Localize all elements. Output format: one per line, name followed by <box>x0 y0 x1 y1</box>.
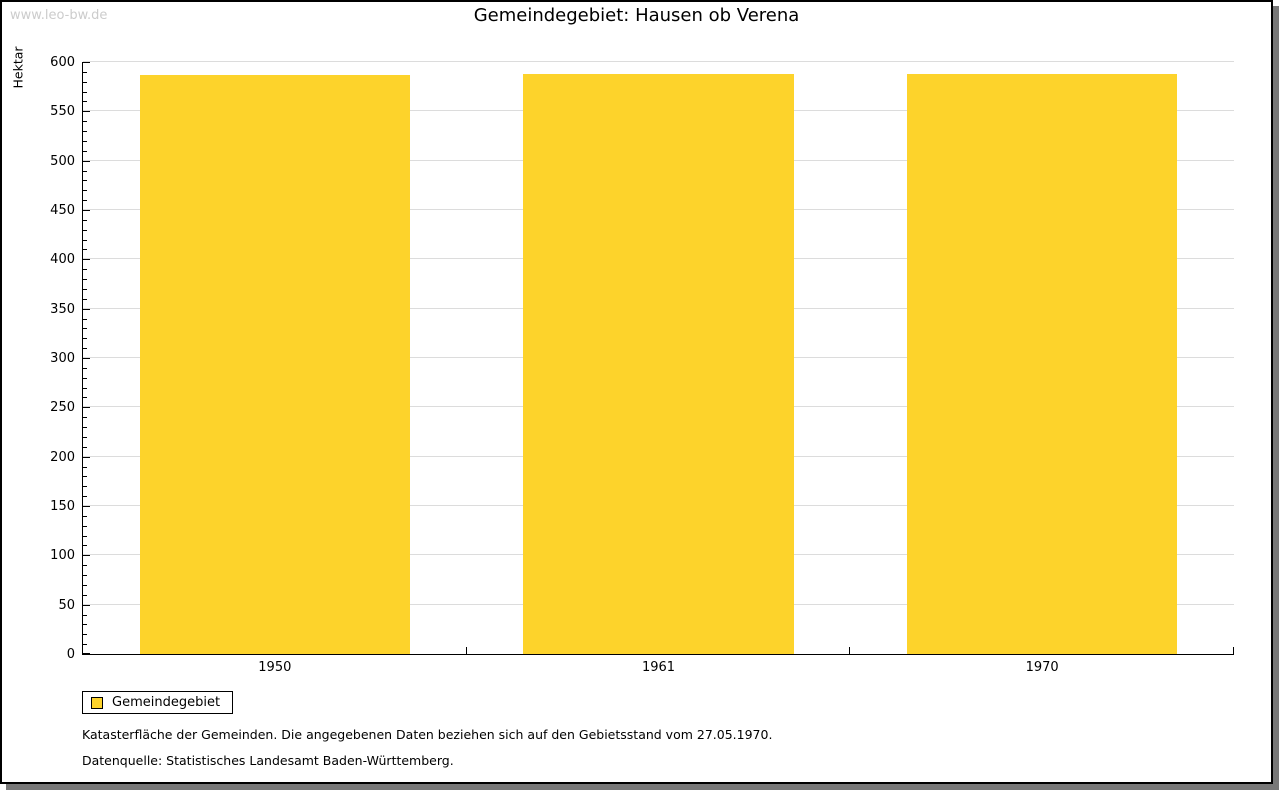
y-tick-label-250: 250 <box>50 400 75 416</box>
y-minortick-380 <box>83 279 87 281</box>
y-tick-label-150: 150 <box>50 499 75 514</box>
y-minortick-390 <box>83 269 87 271</box>
y-minortick-160 <box>83 496 87 498</box>
y-minortick-310 <box>83 348 87 350</box>
y-minortick-80 <box>83 575 87 577</box>
y-tick-400 <box>83 259 90 261</box>
y-tick-label-500: 500 <box>50 153 75 169</box>
y-tick-label-400: 400 <box>50 252 75 268</box>
y-minortick-20 <box>83 634 87 636</box>
y-tick-label-100: 100 <box>50 548 75 564</box>
y-tick-350 <box>83 308 90 310</box>
y-minortick-470 <box>83 190 87 192</box>
y-tick-label-600: 600 <box>50 55 75 70</box>
y-tick-label-200: 200 <box>50 449 75 465</box>
y-minortick-120 <box>83 535 87 537</box>
y-minortick-560 <box>83 101 87 103</box>
y-minortick-370 <box>83 288 87 290</box>
chart-title: Gemeindegebiet: Hausen ob Verena <box>473 5 800 26</box>
y-minortick-270 <box>83 387 87 389</box>
y-minortick-140 <box>83 515 87 517</box>
y-minortick-490 <box>83 170 87 172</box>
y-tick-50 <box>83 604 90 606</box>
y-minortick-290 <box>83 367 87 369</box>
y-minortick-70 <box>83 584 87 586</box>
y-minortick-90 <box>83 565 87 567</box>
y-minortick-440 <box>83 219 87 221</box>
y-axis-title: Hektar <box>10 46 26 89</box>
y-minortick-460 <box>83 200 87 202</box>
y-minortick-580 <box>83 81 87 83</box>
watermark-leo-bw: www.leo-bw.de <box>10 8 108 23</box>
y-tick-550 <box>83 111 90 113</box>
x-tick-label-1950: 1950 <box>258 660 292 675</box>
y-minortick-210 <box>83 446 87 448</box>
y-minortick-320 <box>83 338 87 340</box>
y-tick-label-0: 0 <box>66 647 75 662</box>
y-tick-250 <box>83 407 90 409</box>
y-tick-150 <box>83 506 90 507</box>
y-minortick-540 <box>83 121 87 123</box>
legend-label: Gemeindegebiet <box>112 695 221 710</box>
y-minortick-10 <box>83 644 87 646</box>
y-minortick-410 <box>83 249 87 251</box>
y-tick-200 <box>83 456 90 458</box>
y-minortick-590 <box>83 71 87 73</box>
bar-1961 <box>523 73 794 654</box>
y-minortick-260 <box>83 397 87 399</box>
y-tick-label-350: 350 <box>50 301 75 317</box>
y-minortick-520 <box>83 140 87 142</box>
y-minortick-110 <box>83 545 87 547</box>
y-minortick-230 <box>83 427 87 429</box>
legend: Gemeindegebiet <box>82 691 234 714</box>
y-tick-500 <box>83 160 90 162</box>
y-minortick-60 <box>83 594 87 596</box>
bar-1970 <box>906 73 1178 654</box>
y-tick-label-50: 50 <box>58 597 75 613</box>
y-minortick-180 <box>83 476 87 478</box>
y-minortick-480 <box>83 180 87 182</box>
y-tick-600 <box>83 62 90 63</box>
x-tick-label-1961: 1961 <box>641 660 676 675</box>
y-minortick-280 <box>83 377 87 379</box>
y-tick-label-300: 300 <box>50 351 75 366</box>
y-minortick-30 <box>83 624 87 626</box>
y-minortick-430 <box>83 229 87 231</box>
y-minortick-240 <box>83 417 87 419</box>
y-minortick-130 <box>83 525 87 527</box>
bar-1950 <box>139 74 411 654</box>
y-minortick-40 <box>83 614 87 616</box>
y-tick-100 <box>83 555 90 557</box>
y-minortick-220 <box>83 436 87 438</box>
y-minortick-330 <box>83 328 87 330</box>
x-tick-2 <box>849 647 851 654</box>
legend-swatch-icon <box>91 696 103 709</box>
y-minortick-360 <box>83 298 87 300</box>
x-tick-1 <box>465 647 467 654</box>
x-tick-3 <box>1233 647 1234 654</box>
y-minortick-530 <box>83 131 87 133</box>
y-tick-label-550: 550 <box>50 104 75 120</box>
y-tick-label-450: 450 <box>50 203 75 218</box>
y-minortick-190 <box>83 466 87 468</box>
y-tick-300 <box>83 358 90 359</box>
y-tick-450 <box>83 210 90 211</box>
x-tick-label-1970: 1970 <box>1025 660 1059 675</box>
footnote-line2: Datenquelle: Statistisches Landesamt Bad… <box>82 753 454 768</box>
y-minortick-510 <box>83 150 87 152</box>
y-minortick-170 <box>83 486 87 488</box>
y-minortick-420 <box>83 239 87 241</box>
y-tick-0 <box>83 653 90 654</box>
y-minortick-570 <box>83 91 87 93</box>
plot-area: 0 50 100 150 200 250 300 350 400 450 500 550 600 1950… <box>50 56 1234 675</box>
gridline-600 <box>83 61 1234 62</box>
y-minortick-340 <box>83 318 87 320</box>
footnote-line1: Katasterfläche der Gemeinden. Die angege… <box>82 727 773 742</box>
